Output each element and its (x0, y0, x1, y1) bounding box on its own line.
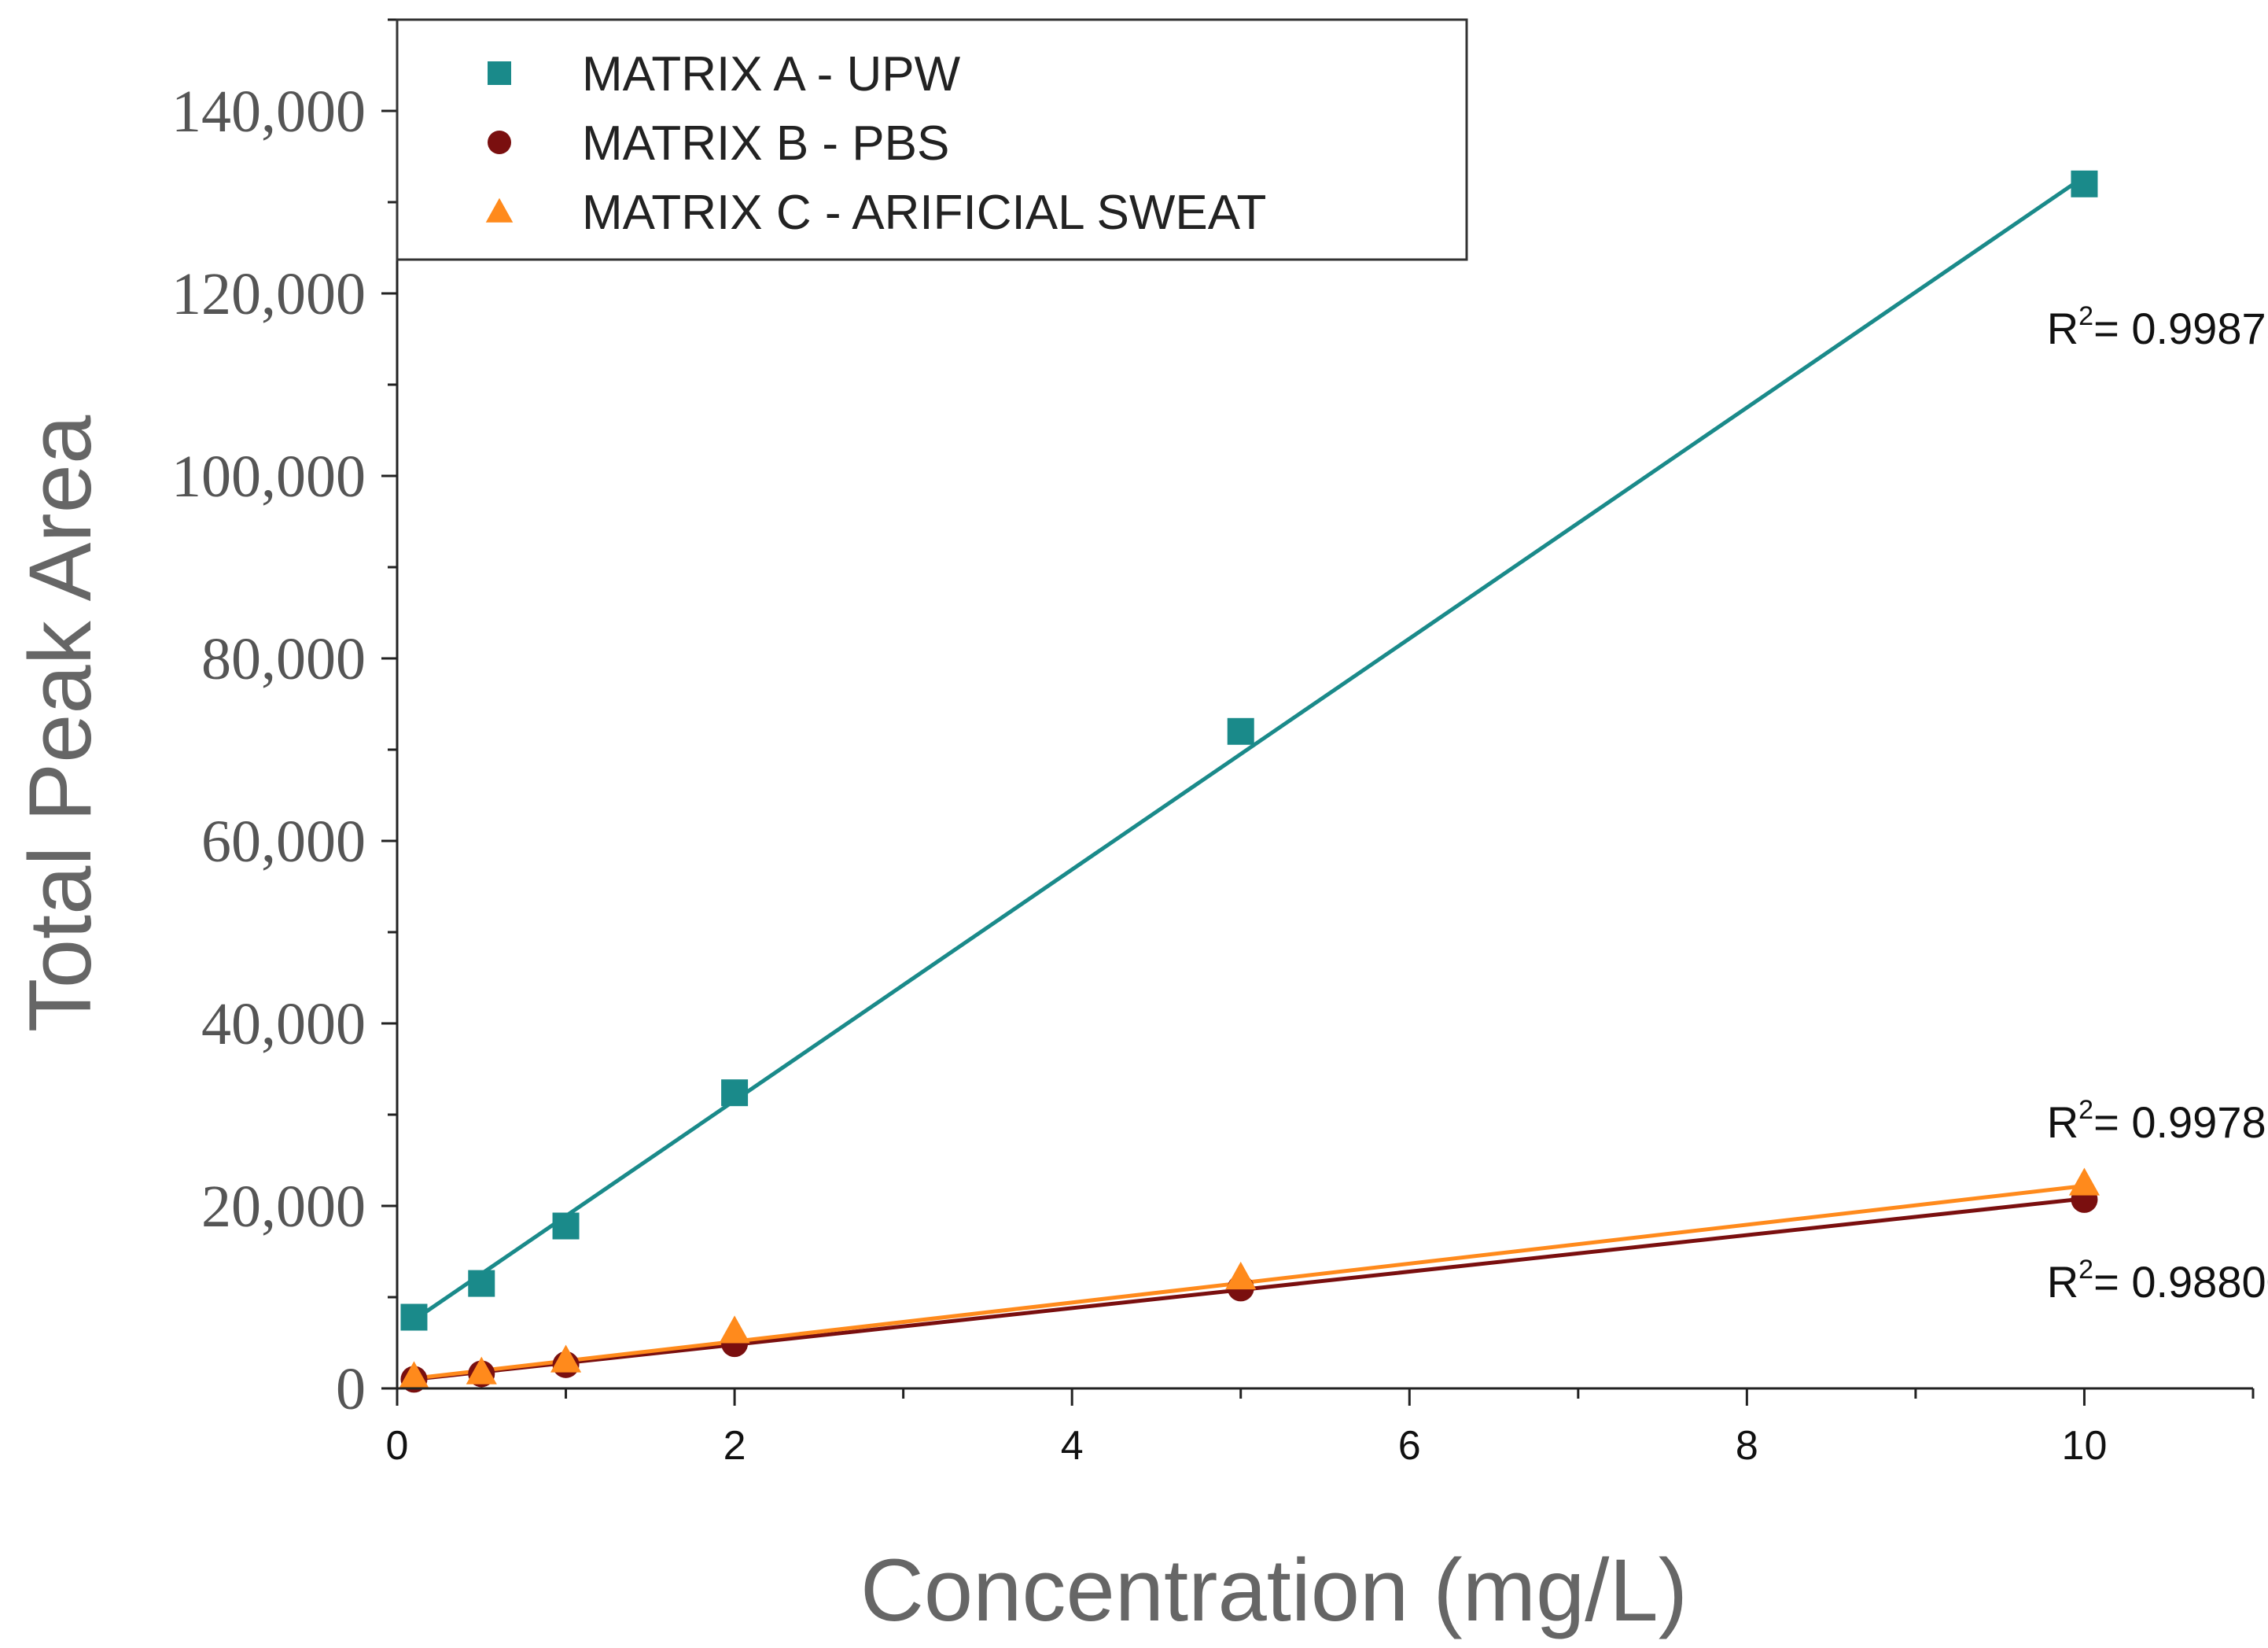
axes: 0 20,000 40,000 60,000 80,000 100,000 120,000 1… (171, 18, 2255, 1469)
legend-label: MATRIX B - PBS (582, 116, 949, 171)
r-squared-label: R2= 0.99789 (2047, 1095, 2268, 1147)
legend-marker-1 (488, 61, 511, 85)
x-axis-title: Concentration (mg/L) (860, 1541, 1688, 1639)
data-point-series-3 (466, 1356, 497, 1384)
data-markers (398, 170, 2100, 1393)
data-point-series-1 (2071, 170, 2098, 197)
data-point-series-3 (719, 1315, 750, 1344)
r-squared-label: R2= 0.99875 (2047, 301, 2268, 353)
y-tick-label: 100,000 (171, 444, 366, 510)
y-tick-label: 0 (336, 1356, 366, 1422)
legend: MATRIX A - UPW MATRIX B - PBS MATRIX C - A… (396, 18, 1468, 261)
data-point-series-1 (1227, 717, 1254, 745)
data-point-series-1 (468, 1270, 495, 1297)
x-tick-label: 2 (723, 1423, 746, 1469)
x-tick-label: 6 (1398, 1423, 1421, 1469)
legend-box (396, 18, 1468, 261)
data-point-series-1 (400, 1303, 428, 1331)
y-tick-label: 80,000 (201, 626, 366, 692)
y-tick-label: 140,000 (171, 79, 366, 145)
data-point-series-3 (398, 1361, 430, 1389)
legend-label: MATRIX C - ARIFICIAL SWEAT (582, 186, 1266, 240)
annotations: R2= 0.99875 R2= 0.99789 R2= 0.98800 (2047, 301, 2268, 1307)
x-tick-label: 4 (1061, 1423, 1084, 1469)
y-tick-label: 120,000 (171, 261, 366, 327)
x-tick-label: 8 (1736, 1423, 1758, 1469)
y-tick-label: 20,000 (201, 1174, 366, 1240)
fit-line-1 (413, 175, 2086, 1322)
data-point-series-3 (2068, 1167, 2100, 1196)
legend-marker-3 (485, 197, 514, 223)
legend-marker-2 (488, 131, 511, 154)
x-tick-label: 10 (2062, 1423, 2108, 1469)
legend-label: MATRIX A - UPW (582, 47, 961, 101)
x-tick-label: 0 (386, 1423, 409, 1469)
y-tick-label: 40,000 (201, 991, 366, 1057)
data-point-series-3 (550, 1344, 582, 1373)
y-axis-title: Total Peak Area (11, 415, 109, 1032)
fit-lines (413, 175, 2086, 1381)
data-point-series-1 (721, 1079, 749, 1107)
data-point-series-3 (1225, 1261, 1257, 1290)
r-squared-label: R2= 0.98800 (2047, 1255, 2268, 1307)
data-point-series-1 (552, 1212, 580, 1240)
y-tick-label: 60,000 (201, 809, 366, 875)
